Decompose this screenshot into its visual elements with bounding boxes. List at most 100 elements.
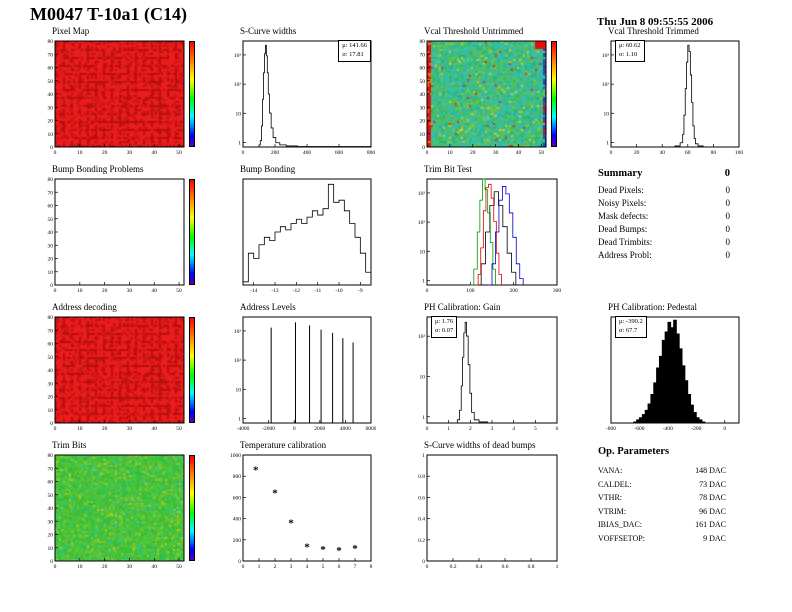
svg-text:50: 50: [48, 79, 54, 85]
plot-title: Address decoding: [52, 302, 117, 312]
svg-text:20: 20: [102, 150, 108, 156]
trim-bits-chart: 0 10 20 30 40 50 0 10 20 30 40 50 60 70 80: [38, 452, 200, 572]
svg-text:60: 60: [420, 66, 426, 72]
svg-text:10³: 10³: [418, 191, 426, 197]
svg-text:1: 1: [258, 564, 261, 570]
plot-title: Vcal Threshold Untrimmed: [424, 26, 524, 36]
svg-text:20: 20: [102, 426, 108, 432]
stats-sigma: σ: 0.07: [435, 326, 454, 334]
svg-text:-600: -600: [634, 426, 644, 432]
svg-text:10: 10: [447, 150, 453, 156]
svg-text:60: 60: [48, 342, 54, 348]
bump-bonding-problems-chart: 0 10 20 30 40 50 0 10 20 30 40 50 60 70 80: [38, 176, 200, 296]
chart-svg: 0 200 400 600 800 1 10 10² 10³: [234, 40, 375, 156]
svg-text:0: 0: [50, 283, 53, 289]
summary-row-value: 0: [725, 237, 731, 247]
op-parameter-row: CALDEL: 73 DAC: [598, 480, 726, 489]
svg-text:400: 400: [303, 150, 312, 156]
svg-text:5: 5: [322, 564, 325, 570]
chart-svg: -800 -600 -400 -200 0: [606, 316, 740, 432]
svg-text:10: 10: [77, 150, 83, 156]
op-parameter-row: VANA: 148 DAC: [598, 466, 726, 475]
op-parameter-label: VANA:: [598, 466, 623, 475]
svg-text:1: 1: [422, 453, 425, 459]
svg-text:60: 60: [685, 150, 691, 156]
op-parameter-label: IBIAS_DAC:: [598, 520, 643, 529]
plot-title: Vcal Threshold Trimmed: [608, 26, 699, 36]
heatmap-canvas: [55, 317, 184, 423]
svg-text:10²: 10²: [602, 82, 610, 88]
stats-box: μ: 60.62 σ: 1.10: [615, 40, 645, 62]
colorbar: [551, 41, 557, 147]
svg-text:4: 4: [306, 564, 309, 570]
plot-title: PH Calibration: Gain: [424, 302, 501, 312]
svg-text:80: 80: [48, 39, 54, 45]
summary-panel: Summary 0 Dead Pixels: 0 Noisy Pixels: 0…: [598, 168, 730, 263]
plot-title: Trim Bits: [52, 440, 87, 450]
svg-text:50: 50: [176, 288, 182, 294]
svg-text:40: 40: [151, 150, 157, 156]
svg-text:4000: 4000: [340, 426, 351, 432]
heatmap-canvas: [427, 41, 546, 147]
stats-mean: μ: 141.66: [342, 42, 367, 49]
svg-text:0.8: 0.8: [528, 564, 535, 570]
svg-text:600: 600: [335, 150, 344, 156]
svg-text:30: 30: [420, 105, 426, 111]
svg-text:50: 50: [539, 150, 545, 156]
svg-text:60: 60: [48, 66, 54, 72]
svg-text:1: 1: [447, 426, 450, 432]
svg-text:-200: -200: [691, 426, 701, 432]
svg-text:3: 3: [491, 426, 494, 432]
svg-text:50: 50: [48, 217, 54, 223]
plot-cell-temperature-calibration: Temperature calibration 0 1 2 3 4 5 6 7 8 0 200 400…: [226, 440, 376, 572]
op-parameter-value: 73 DAC: [699, 479, 726, 489]
svg-text:20: 20: [48, 533, 54, 539]
op-parameter-row: VTHR: 78 DAC: [598, 493, 726, 502]
colorbar: [189, 317, 195, 423]
svg-text:-12: -12: [293, 288, 301, 294]
svg-text:1: 1: [422, 415, 425, 421]
svg-text:200: 200: [271, 150, 280, 156]
plot-title: Pixel Map: [52, 26, 90, 36]
op-parameter-value: 148 DAC: [695, 466, 726, 475]
svg-text:10: 10: [420, 249, 426, 255]
svg-text:80: 80: [420, 39, 426, 45]
chart-svg: 0 1 2 3 4 5 6 7 8 0 200 400 600 800 1000 * * * * * * *: [230, 453, 373, 570]
svg-text:40: 40: [151, 564, 157, 570]
svg-text:*: *: [272, 488, 278, 500]
chart-svg: 0 20 40 60 80 100 1 10 10² 10³: [602, 40, 743, 156]
svg-text:*: *: [336, 545, 342, 557]
svg-text:80: 80: [48, 177, 54, 183]
plot-title: S-Curve widths: [240, 26, 297, 36]
svg-text:0.6: 0.6: [502, 564, 509, 570]
heatmap-canvas: [55, 455, 184, 561]
plot-cell-vcal-untrimmed: Vcal Threshold Untrimmed 0 10 20 30 40 50 0 10 2…: [410, 26, 562, 158]
svg-text:2: 2: [469, 426, 472, 432]
chart-svg: -4000 -2000 0 2000 4000 6000 1 10 10² 10³: [234, 316, 376, 432]
summary-row-label: Dead Pixels:: [598, 185, 644, 195]
svg-text:20: 20: [102, 564, 108, 570]
chart-svg: 0 10 20 30 40 50 0 10 20 30 40 50 60 70 80: [48, 177, 185, 294]
summary-row: Dead Pixels: 0: [598, 185, 730, 195]
svg-text:10: 10: [48, 132, 54, 138]
plot-cell-bump-bonding: Bump Bonding -14 -13 -12 -11 -10 -9: [226, 164, 376, 296]
svg-text:-9: -9: [358, 288, 363, 294]
plot-title: Bump Bonding: [240, 164, 296, 174]
svg-text:70: 70: [48, 466, 54, 472]
svg-text:10³: 10³: [602, 53, 610, 59]
plot-title: Trim Bit Test: [424, 164, 472, 174]
svg-text:20: 20: [102, 288, 108, 294]
svg-text:*: *: [253, 464, 259, 476]
svg-text:*: *: [288, 517, 294, 529]
svg-text:200: 200: [510, 288, 519, 294]
summary-row: Noisy Pixels: 0: [598, 198, 730, 208]
svg-text:10: 10: [77, 288, 83, 294]
svg-text:1: 1: [422, 278, 425, 284]
svg-text:30: 30: [127, 426, 133, 432]
svg-text:10²: 10²: [418, 220, 426, 226]
svg-text:1: 1: [238, 140, 241, 146]
svg-text:7: 7: [354, 564, 357, 570]
svg-text:4: 4: [512, 426, 515, 432]
svg-text:0.4: 0.4: [476, 564, 483, 570]
svg-text:40: 40: [516, 150, 522, 156]
